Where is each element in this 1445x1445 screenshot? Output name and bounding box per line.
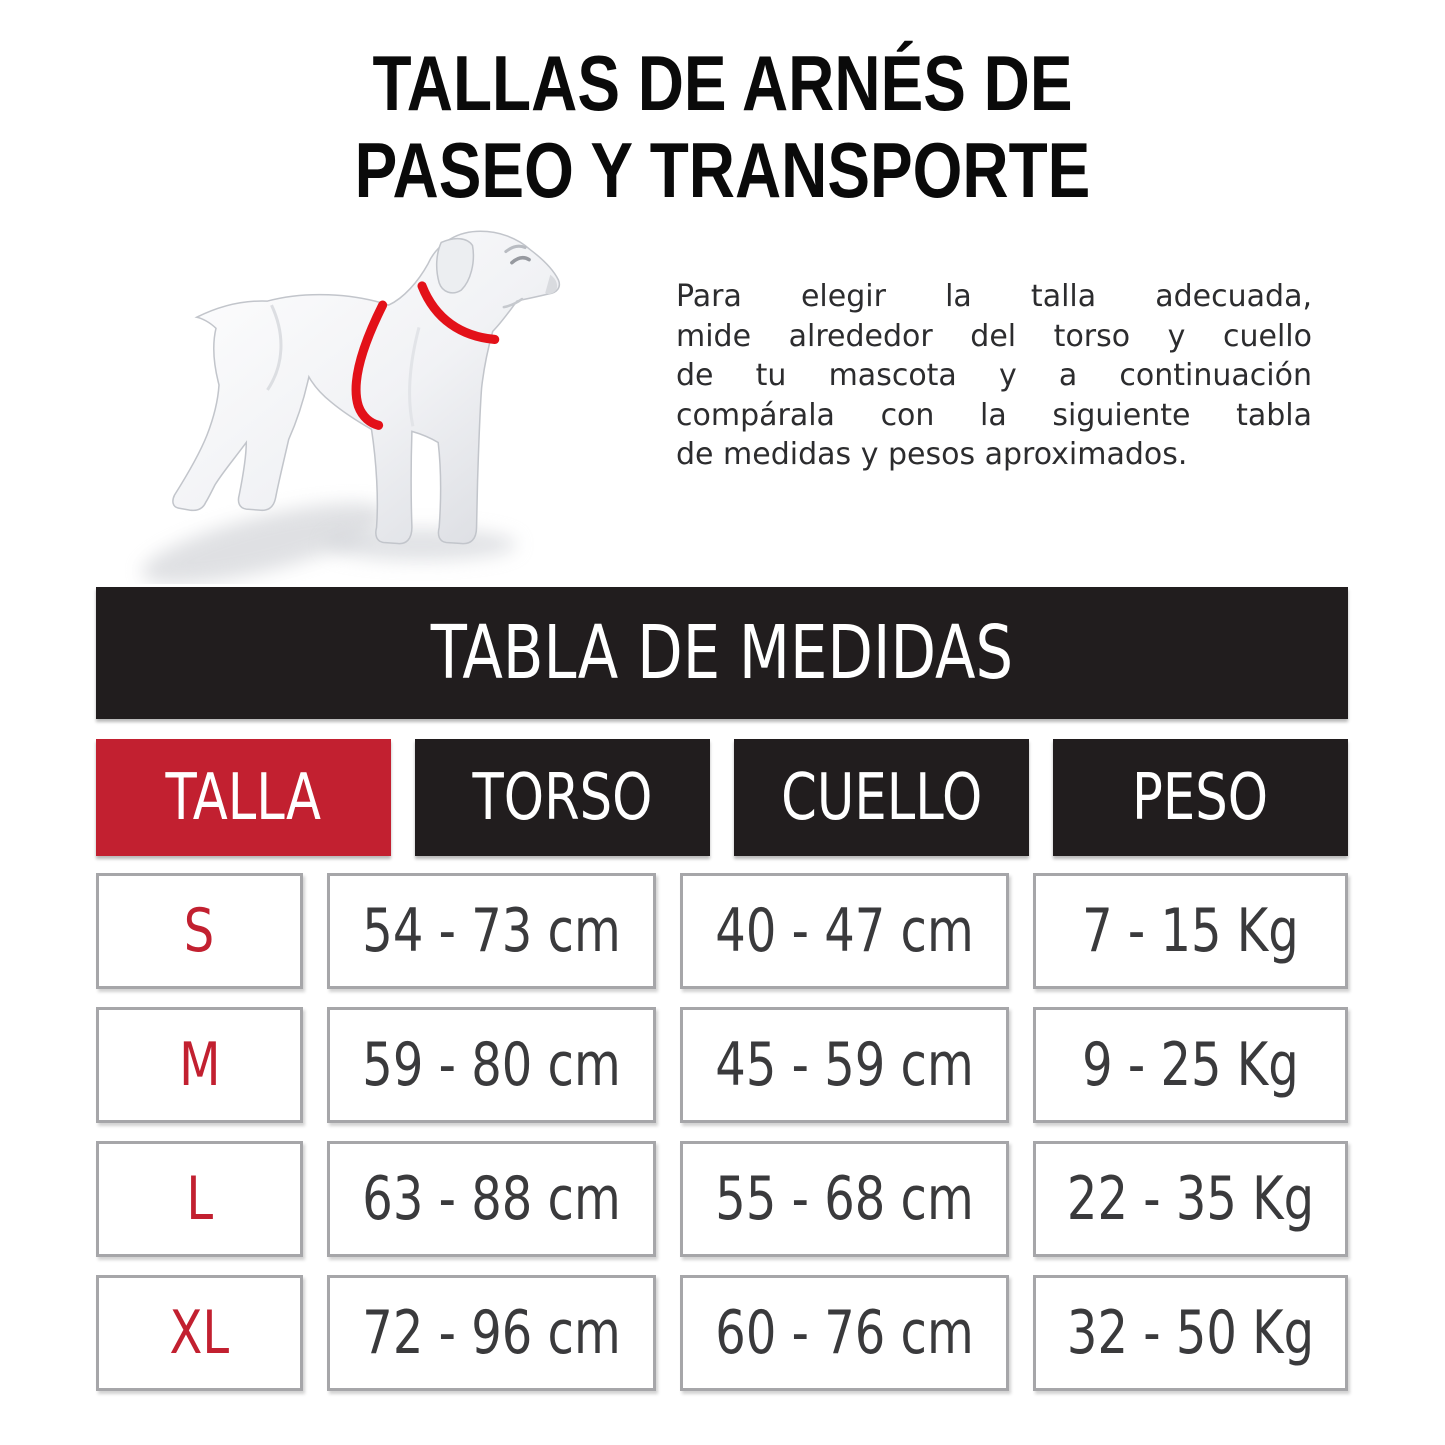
cell-talla-row-xl: XL [96,1275,303,1391]
table-body: S 54 - 73 cm 40 - 47 cm 7 - 15 Kg M 59 -… [96,873,1348,1391]
cell-cuello-row-xl: 60 - 76 cm [680,1275,1009,1391]
cell-cuello-row-l: 55 - 68 cm [680,1141,1009,1257]
torso-measure-line [351,300,388,430]
page-title-line1: TALLAS DE ARNÉS DE [372,39,1073,127]
torso-value-l: 63 - 88 cm [362,1164,621,1234]
column-header-torso: TORSO [415,739,710,856]
page-title: TALLAS DE ARNÉS DE PASEO Y TRANSPORTE [0,40,1445,214]
cuello-value-m: 45 - 59 cm [715,1030,974,1100]
page-title-line2: PASEO Y TRANSPORTE [354,126,1091,214]
intro-line-4: compárala con la siguiente tabla [676,397,1312,433]
cuello-value-s: 40 - 47 cm [715,896,974,966]
cell-peso-row-xl: 32 - 50 Kg [1033,1275,1348,1391]
cell-torso-row-m: 59 - 80 cm [327,1007,656,1123]
intro-line-2: mide alrededor del torso y cuello [676,318,1312,354]
torso-value-xl: 72 - 96 cm [362,1298,621,1368]
cell-talla-row-m: M [96,1007,303,1123]
dog-harness-illustration [118,206,623,584]
cell-talla-row-l: L [96,1141,303,1257]
dog-brow [504,244,527,254]
column-header-cuello: CUELLO [734,739,1029,856]
size-label-xl: XL [169,1298,230,1368]
cuello-value-l: 55 - 68 cm [715,1164,974,1234]
size-label-s: S [184,896,215,966]
cell-peso-row-m: 9 - 25 Kg [1033,1007,1348,1123]
dog-figurine-svg [141,230,561,584]
dog-nose-shading [545,274,558,294]
table-header-row: TALLA TORSO CUELLO PESO [96,739,1348,856]
column-header-torso-label: TORSO [472,760,653,835]
peso-value-l: 22 - 35 Kg [1066,1164,1315,1234]
neck-measure-line [417,281,500,344]
dog-mouth-line [502,297,524,309]
cell-cuello-row-s: 40 - 47 cm [680,873,1009,989]
peso-value-m: 9 - 25 Kg [1082,1030,1299,1100]
cell-talla-row-s: S [96,873,303,989]
intro-paragraph: Para elegir la talla adecuada, mide alre… [676,277,1312,475]
cell-torso-row-s: 54 - 73 cm [327,873,656,989]
size-label-m: M [178,1030,221,1100]
intro-line-3: de tu mascota y a continuación [676,358,1312,393]
cell-torso-row-l: 63 - 88 cm [327,1141,656,1257]
cuello-value-xl: 60 - 76 cm [715,1298,974,1368]
dog-shoulder-shading [407,326,421,427]
size-label-l: L [186,1164,213,1234]
dog-ear [435,237,475,294]
dog-eye [510,255,531,265]
cell-peso-row-l: 22 - 35 Kg [1033,1141,1348,1257]
table-title: TABLA DE MEDIDAS [430,610,1014,696]
dog-body [172,230,561,545]
column-header-peso-label: PESO [1132,760,1269,835]
peso-value-xl: 32 - 50 Kg [1066,1298,1315,1368]
column-header-talla: TALLA [96,739,391,856]
intro-line-5: de medidas y pesos aproximados. [676,437,1188,472]
torso-value-s: 54 - 73 cm [362,896,621,966]
cell-cuello-row-m: 45 - 59 cm [680,1007,1009,1123]
column-header-talla-label: TALLA [165,760,322,835]
peso-value-s: 7 - 15 Kg [1082,896,1299,966]
cell-torso-row-xl: 72 - 96 cm [327,1275,656,1391]
column-header-peso: PESO [1053,739,1348,856]
dog-thigh-shading [266,304,283,391]
table-title-band: TABLA DE MEDIDAS [96,587,1348,719]
cell-peso-row-s: 7 - 15 Kg [1033,873,1348,989]
intro-line-1: Para elegir la talla adecuada, [676,279,1312,314]
torso-value-m: 59 - 80 cm [362,1030,621,1100]
column-header-cuello-label: CUELLO [780,760,983,835]
